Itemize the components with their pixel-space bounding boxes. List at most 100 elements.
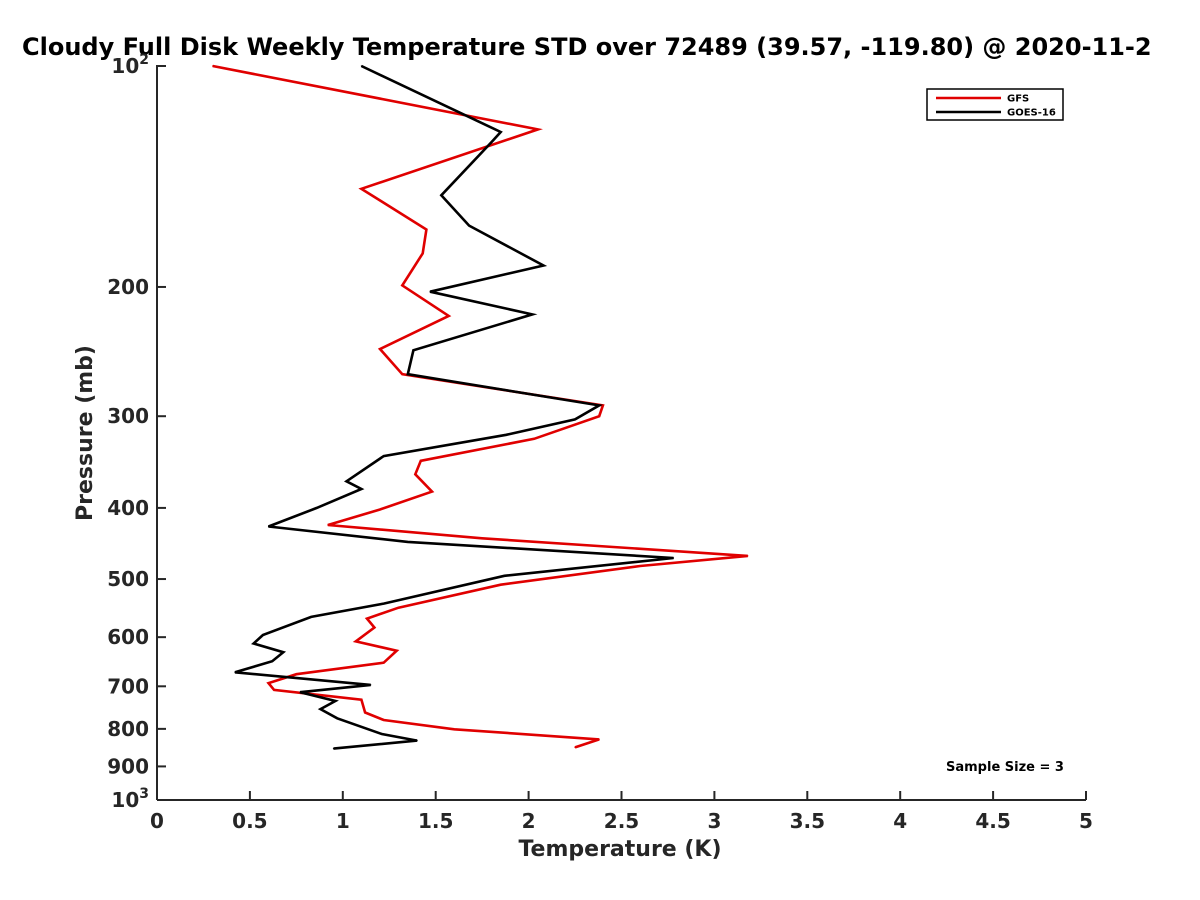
data-point-gfs — [414, 473, 416, 475]
data-point-goes-16 — [345, 480, 348, 482]
data-point-gfs — [574, 746, 576, 749]
data-point-gfs — [366, 618, 368, 620]
x-tick-label: 4.5 — [975, 809, 1010, 833]
data-point-goes-16 — [332, 748, 335, 750]
data-point-gfs — [598, 415, 600, 417]
data-point-goes-16 — [383, 455, 385, 457]
data-point-gfs — [448, 315, 450, 317]
data-point-goes-16 — [271, 660, 273, 662]
data-point-goes-16 — [334, 700, 336, 702]
x-tick-label: 0 — [150, 809, 164, 833]
series-line-gfs — [212, 64, 748, 749]
series-line-goes-16 — [234, 64, 674, 750]
x-tick-label: 0.5 — [232, 809, 267, 833]
y-axis: 102 200 300 400 500 600 700 800 900 103 — [107, 52, 166, 812]
data-point-gfs — [425, 228, 427, 231]
data-point-gfs — [212, 65, 214, 67]
data-point-gfs — [537, 128, 539, 130]
data-point-gfs — [383, 719, 385, 721]
data-point-goes-16 — [253, 642, 255, 645]
data-point-gfs — [431, 491, 433, 493]
data-point-goes-16 — [319, 708, 322, 710]
x-axis: 0 0.5 1 1.5 2 2.5 3 3.5 4 4.5 5 — [150, 791, 1093, 833]
data-point-goes-16 — [370, 684, 372, 686]
data-point-gfs — [420, 460, 422, 462]
data-point-gfs — [273, 689, 275, 691]
y-axis-label: Pressure (mb) — [73, 345, 98, 521]
data-point-goes-16 — [407, 373, 409, 375]
data-point-gfs — [602, 404, 604, 406]
data-point-goes-16 — [468, 225, 470, 227]
data-point-gfs — [267, 682, 270, 684]
y-tick-label: 300 — [107, 404, 149, 428]
x-tick-label: 3 — [707, 809, 721, 833]
data-point-goes-16 — [412, 349, 414, 351]
data-point-gfs — [373, 626, 375, 629]
x-tick-label: 5 — [1079, 809, 1093, 833]
y-tick-label: 103 — [111, 786, 149, 812]
data-point-goes-16 — [672, 557, 675, 559]
data-point-gfs — [355, 640, 357, 643]
chart-title: Cloudy Full Disk Weekly Temperature STD … — [22, 33, 1152, 61]
data-point-goes-16 — [262, 634, 264, 636]
series-goes-16 — [234, 64, 675, 750]
x-tick-label: 2.5 — [604, 809, 639, 833]
data-point-gfs — [401, 284, 403, 286]
y-tick-label: 500 — [107, 567, 149, 591]
y-tick-label: 400 — [107, 496, 149, 520]
x-tick-label: 3.5 — [790, 809, 825, 833]
data-point-goes-16 — [416, 740, 418, 742]
data-point-goes-16 — [360, 488, 362, 490]
data-point-goes-16 — [383, 603, 385, 605]
y-tick-label: 800 — [107, 717, 149, 741]
data-point-gfs — [327, 524, 329, 526]
y-tick-label: 700 — [107, 674, 149, 698]
data-point-gfs — [379, 348, 381, 350]
data-point-gfs — [379, 508, 381, 511]
data-point-goes-16 — [316, 507, 318, 509]
x-tick-label: 1.5 — [418, 809, 453, 833]
data-point-gfs — [360, 188, 362, 190]
x-tick-label: 4 — [893, 809, 907, 833]
legend-label-gfs: GFS — [1007, 94, 1029, 105]
data-point-gfs — [481, 537, 483, 539]
data-point-goes-16 — [234, 671, 236, 673]
data-point-gfs — [360, 699, 362, 701]
data-point-goes-16 — [381, 733, 383, 735]
data-point-goes-16 — [429, 291, 431, 293]
data-point-goes-16 — [490, 141, 492, 143]
sample-size-annotation: Sample Size = 3 — [946, 760, 1064, 775]
data-point-goes-16 — [267, 525, 270, 528]
x-axis-label: Temperature (K) — [518, 837, 721, 862]
y-tick-label: 900 — [107, 754, 149, 778]
data-point-goes-16 — [503, 575, 505, 577]
data-point-gfs — [383, 662, 385, 664]
data-point-gfs — [364, 711, 366, 714]
data-point-goes-16 — [336, 717, 338, 719]
data-point-gfs — [500, 584, 502, 586]
y-tick-label: 600 — [107, 625, 149, 649]
series-gfs — [212, 64, 749, 749]
data-point-goes-16 — [407, 541, 409, 543]
data-point-goes-16 — [500, 131, 502, 133]
data-point-gfs — [401, 373, 403, 375]
data-point-gfs — [598, 738, 600, 741]
data-point-gfs — [397, 607, 400, 609]
data-point-goes-16 — [360, 65, 362, 67]
data-point-gfs — [396, 650, 398, 652]
data-point-goes-16 — [282, 651, 284, 653]
legend: GFS GOES-16 — [926, 88, 1064, 121]
data-point-goes-16 — [542, 264, 545, 267]
data-point-gfs — [639, 565, 641, 567]
data-point-gfs — [747, 555, 749, 557]
data-point-gfs — [453, 728, 455, 730]
data-point-goes-16 — [310, 616, 312, 618]
y-tick-label: 200 — [107, 275, 149, 299]
data-point-goes-16 — [505, 434, 507, 436]
plot-area — [212, 64, 749, 750]
x-tick-label: 2 — [522, 809, 536, 833]
x-tick-label: 1 — [336, 809, 350, 833]
y-tick-label: 102 — [111, 52, 149, 78]
data-point-gfs — [422, 252, 424, 254]
